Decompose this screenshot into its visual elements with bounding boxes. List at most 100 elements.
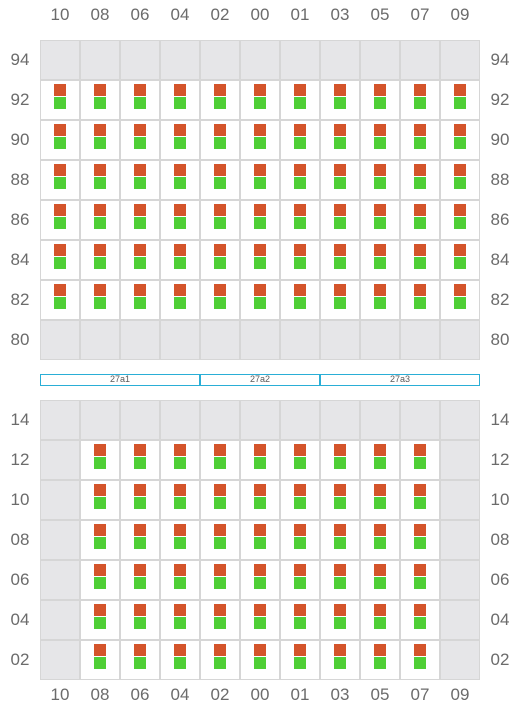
slot-cell[interactable] bbox=[240, 160, 280, 200]
slot-cell[interactable] bbox=[80, 200, 120, 240]
slot-cell[interactable] bbox=[160, 440, 200, 480]
slot-cell[interactable] bbox=[80, 480, 120, 520]
slot-cell[interactable] bbox=[400, 120, 440, 160]
slot-cell[interactable] bbox=[120, 440, 160, 480]
slot-cell[interactable] bbox=[320, 560, 360, 600]
empty-slot-cell[interactable] bbox=[240, 320, 280, 360]
slot-cell[interactable] bbox=[400, 280, 440, 320]
slot-cell[interactable] bbox=[360, 560, 400, 600]
slot-cell[interactable] bbox=[240, 560, 280, 600]
slot-cell[interactable] bbox=[280, 600, 320, 640]
slot-cell[interactable] bbox=[360, 80, 400, 120]
empty-slot-cell[interactable] bbox=[440, 560, 480, 600]
slot-cell[interactable] bbox=[320, 480, 360, 520]
slot-cell[interactable] bbox=[200, 480, 240, 520]
empty-slot-cell[interactable] bbox=[440, 520, 480, 560]
slot-cell[interactable] bbox=[160, 120, 200, 160]
slot-cell[interactable] bbox=[280, 440, 320, 480]
empty-slot-cell[interactable] bbox=[320, 320, 360, 360]
empty-slot-cell[interactable] bbox=[320, 40, 360, 80]
slot-cell[interactable] bbox=[400, 80, 440, 120]
slot-cell[interactable] bbox=[280, 160, 320, 200]
slot-cell[interactable] bbox=[160, 280, 200, 320]
slot-cell[interactable] bbox=[320, 80, 360, 120]
slot-cell[interactable] bbox=[80, 520, 120, 560]
empty-slot-cell[interactable] bbox=[40, 640, 80, 680]
empty-slot-cell[interactable] bbox=[440, 480, 480, 520]
slot-cell[interactable] bbox=[320, 640, 360, 680]
slot-cell[interactable] bbox=[360, 520, 400, 560]
slot-cell[interactable] bbox=[120, 80, 160, 120]
empty-slot-cell[interactable] bbox=[440, 440, 480, 480]
slot-cell[interactable] bbox=[400, 160, 440, 200]
empty-slot-cell[interactable] bbox=[40, 600, 80, 640]
empty-slot-cell[interactable] bbox=[40, 400, 80, 440]
empty-slot-cell[interactable] bbox=[320, 400, 360, 440]
slot-cell[interactable] bbox=[200, 160, 240, 200]
slot-cell[interactable] bbox=[120, 560, 160, 600]
slot-cell[interactable] bbox=[120, 160, 160, 200]
empty-slot-cell[interactable] bbox=[160, 400, 200, 440]
empty-slot-cell[interactable] bbox=[240, 40, 280, 80]
empty-slot-cell[interactable] bbox=[160, 40, 200, 80]
slot-cell[interactable] bbox=[200, 560, 240, 600]
slot-cell[interactable] bbox=[280, 240, 320, 280]
slot-cell[interactable] bbox=[160, 640, 200, 680]
slot-cell[interactable] bbox=[240, 640, 280, 680]
slot-cell[interactable] bbox=[200, 240, 240, 280]
empty-slot-cell[interactable] bbox=[440, 320, 480, 360]
slot-cell[interactable] bbox=[120, 640, 160, 680]
slot-cell[interactable] bbox=[120, 520, 160, 560]
empty-slot-cell[interactable] bbox=[40, 440, 80, 480]
slot-cell[interactable] bbox=[80, 600, 120, 640]
slot-cell[interactable] bbox=[240, 280, 280, 320]
slot-cell[interactable] bbox=[320, 280, 360, 320]
empty-slot-cell[interactable] bbox=[160, 320, 200, 360]
empty-slot-cell[interactable] bbox=[280, 320, 320, 360]
slot-cell[interactable] bbox=[80, 240, 120, 280]
slot-cell[interactable] bbox=[320, 240, 360, 280]
slot-cell[interactable] bbox=[440, 160, 480, 200]
slot-cell[interactable] bbox=[40, 240, 80, 280]
slot-cell[interactable] bbox=[160, 80, 200, 120]
slot-cell[interactable] bbox=[200, 120, 240, 160]
slot-cell[interactable] bbox=[40, 200, 80, 240]
slot-cell[interactable] bbox=[360, 240, 400, 280]
slot-cell[interactable] bbox=[440, 200, 480, 240]
slot-cell[interactable] bbox=[120, 200, 160, 240]
empty-slot-cell[interactable] bbox=[360, 320, 400, 360]
slot-cell[interactable] bbox=[400, 520, 440, 560]
slot-cell[interactable] bbox=[280, 200, 320, 240]
slot-cell[interactable] bbox=[80, 280, 120, 320]
slot-cell[interactable] bbox=[360, 480, 400, 520]
slot-cell[interactable] bbox=[400, 600, 440, 640]
empty-slot-cell[interactable] bbox=[200, 40, 240, 80]
slot-cell[interactable] bbox=[80, 640, 120, 680]
empty-slot-cell[interactable] bbox=[240, 400, 280, 440]
slot-cell[interactable] bbox=[440, 280, 480, 320]
slot-cell[interactable] bbox=[360, 280, 400, 320]
slot-cell[interactable] bbox=[40, 80, 80, 120]
empty-slot-cell[interactable] bbox=[120, 320, 160, 360]
slot-cell[interactable] bbox=[240, 240, 280, 280]
slot-cell[interactable] bbox=[160, 520, 200, 560]
empty-slot-cell[interactable] bbox=[440, 600, 480, 640]
slot-cell[interactable] bbox=[280, 640, 320, 680]
slot-cell[interactable] bbox=[80, 560, 120, 600]
slot-cell[interactable] bbox=[120, 600, 160, 640]
slot-cell[interactable] bbox=[240, 440, 280, 480]
empty-slot-cell[interactable] bbox=[200, 320, 240, 360]
slot-cell[interactable] bbox=[320, 160, 360, 200]
slot-cell[interactable] bbox=[160, 200, 200, 240]
slot-cell[interactable] bbox=[200, 80, 240, 120]
slot-cell[interactable] bbox=[200, 200, 240, 240]
slot-cell[interactable] bbox=[280, 520, 320, 560]
empty-slot-cell[interactable] bbox=[80, 400, 120, 440]
empty-slot-cell[interactable] bbox=[400, 320, 440, 360]
slot-cell[interactable] bbox=[120, 280, 160, 320]
slot-cell[interactable] bbox=[40, 280, 80, 320]
empty-slot-cell[interactable] bbox=[40, 320, 80, 360]
slot-cell[interactable] bbox=[200, 280, 240, 320]
empty-slot-cell[interactable] bbox=[280, 40, 320, 80]
slot-cell[interactable] bbox=[160, 240, 200, 280]
